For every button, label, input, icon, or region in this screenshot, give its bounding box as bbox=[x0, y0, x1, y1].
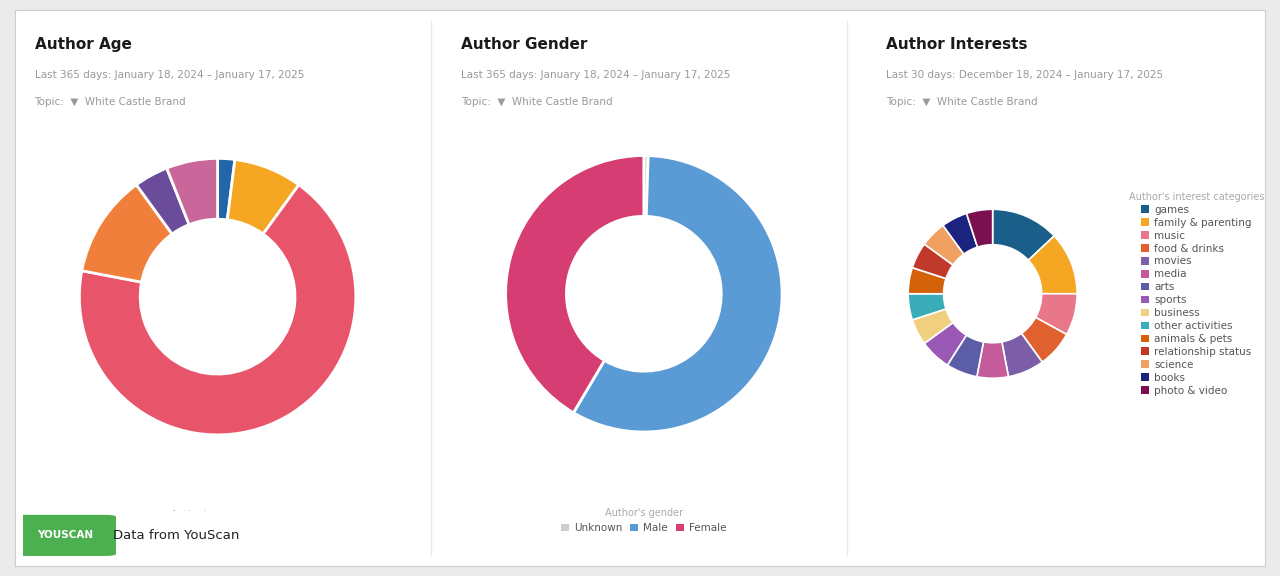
Wedge shape bbox=[644, 156, 648, 217]
Text: Data from YouScan: Data from YouScan bbox=[113, 529, 239, 542]
Text: Author Interests: Author Interests bbox=[886, 37, 1028, 52]
Wedge shape bbox=[947, 335, 983, 377]
Text: Topic:  ▼  White Castle Brand: Topic: ▼ White Castle Brand bbox=[461, 97, 612, 107]
Wedge shape bbox=[966, 209, 993, 247]
Wedge shape bbox=[943, 214, 978, 254]
Wedge shape bbox=[977, 342, 1009, 378]
Wedge shape bbox=[1036, 294, 1076, 335]
Text: YOUSCAN: YOUSCAN bbox=[37, 530, 93, 540]
Wedge shape bbox=[506, 156, 644, 413]
Wedge shape bbox=[137, 168, 189, 234]
Wedge shape bbox=[82, 185, 172, 282]
Wedge shape bbox=[1002, 334, 1042, 377]
Legend: <18, 18-24, 25-34, 35-44, 45-59, 60+: <18, 18-24, 25-34, 35-44, 45-59, 60+ bbox=[141, 505, 294, 554]
Wedge shape bbox=[924, 323, 966, 365]
Wedge shape bbox=[573, 156, 782, 432]
Wedge shape bbox=[909, 294, 946, 320]
Text: Topic:  ▼  White Castle Brand: Topic: ▼ White Castle Brand bbox=[35, 97, 186, 107]
Text: Last 365 days: January 18, 2024 – January 17, 2025: Last 365 days: January 18, 2024 – Januar… bbox=[461, 70, 730, 80]
Wedge shape bbox=[228, 160, 298, 234]
Text: Author Age: Author Age bbox=[35, 37, 132, 52]
Legend: games, family & parenting, music, food & drinks, movies, media, arts, sports, bu: games, family & parenting, music, food &… bbox=[1125, 188, 1268, 400]
Wedge shape bbox=[992, 209, 1055, 260]
Text: Topic:  ▼  White Castle Brand: Topic: ▼ White Castle Brand bbox=[886, 97, 1037, 107]
Legend: Unknown, Male, Female: Unknown, Male, Female bbox=[557, 504, 731, 537]
Wedge shape bbox=[79, 185, 356, 435]
Wedge shape bbox=[924, 225, 964, 265]
Text: Last 365 days: January 18, 2024 – January 17, 2025: Last 365 days: January 18, 2024 – Januar… bbox=[35, 70, 303, 80]
FancyBboxPatch shape bbox=[14, 515, 116, 556]
Wedge shape bbox=[913, 244, 954, 279]
Wedge shape bbox=[1028, 236, 1076, 294]
Text: Author Gender: Author Gender bbox=[461, 37, 588, 52]
Text: Last 30 days: December 18, 2024 – January 17, 2025: Last 30 days: December 18, 2024 – Januar… bbox=[886, 70, 1164, 80]
Wedge shape bbox=[218, 158, 236, 220]
Wedge shape bbox=[913, 309, 954, 343]
Wedge shape bbox=[1021, 317, 1066, 362]
Wedge shape bbox=[166, 158, 218, 225]
Wedge shape bbox=[909, 268, 946, 294]
